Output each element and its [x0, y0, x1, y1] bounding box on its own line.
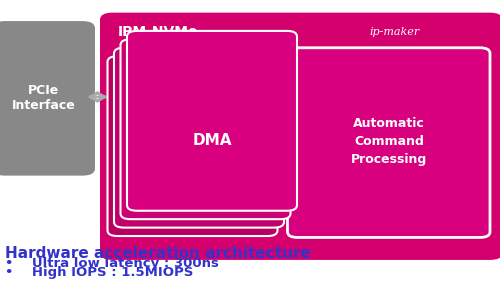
- Text: IPM-NVMe: IPM-NVMe: [118, 25, 198, 39]
- Text: •    Ultra low latency : 300ns: • Ultra low latency : 300ns: [5, 257, 219, 270]
- FancyBboxPatch shape: [0, 21, 95, 176]
- Text: Automatic
Command
Processing: Automatic Command Processing: [351, 117, 427, 166]
- Text: Hardware acceleration architecture: Hardware acceleration architecture: [5, 246, 311, 261]
- FancyBboxPatch shape: [127, 31, 297, 211]
- FancyBboxPatch shape: [100, 13, 500, 260]
- FancyBboxPatch shape: [108, 56, 278, 236]
- FancyBboxPatch shape: [288, 48, 490, 237]
- Text: DMA: DMA: [192, 133, 232, 148]
- FancyBboxPatch shape: [120, 39, 290, 219]
- Text: PCIe
Interface: PCIe Interface: [12, 84, 76, 112]
- Text: ip-maker: ip-maker: [370, 27, 420, 37]
- Text: •    High IOPS : 1.5MIOPS: • High IOPS : 1.5MIOPS: [5, 266, 194, 279]
- FancyBboxPatch shape: [114, 48, 284, 228]
